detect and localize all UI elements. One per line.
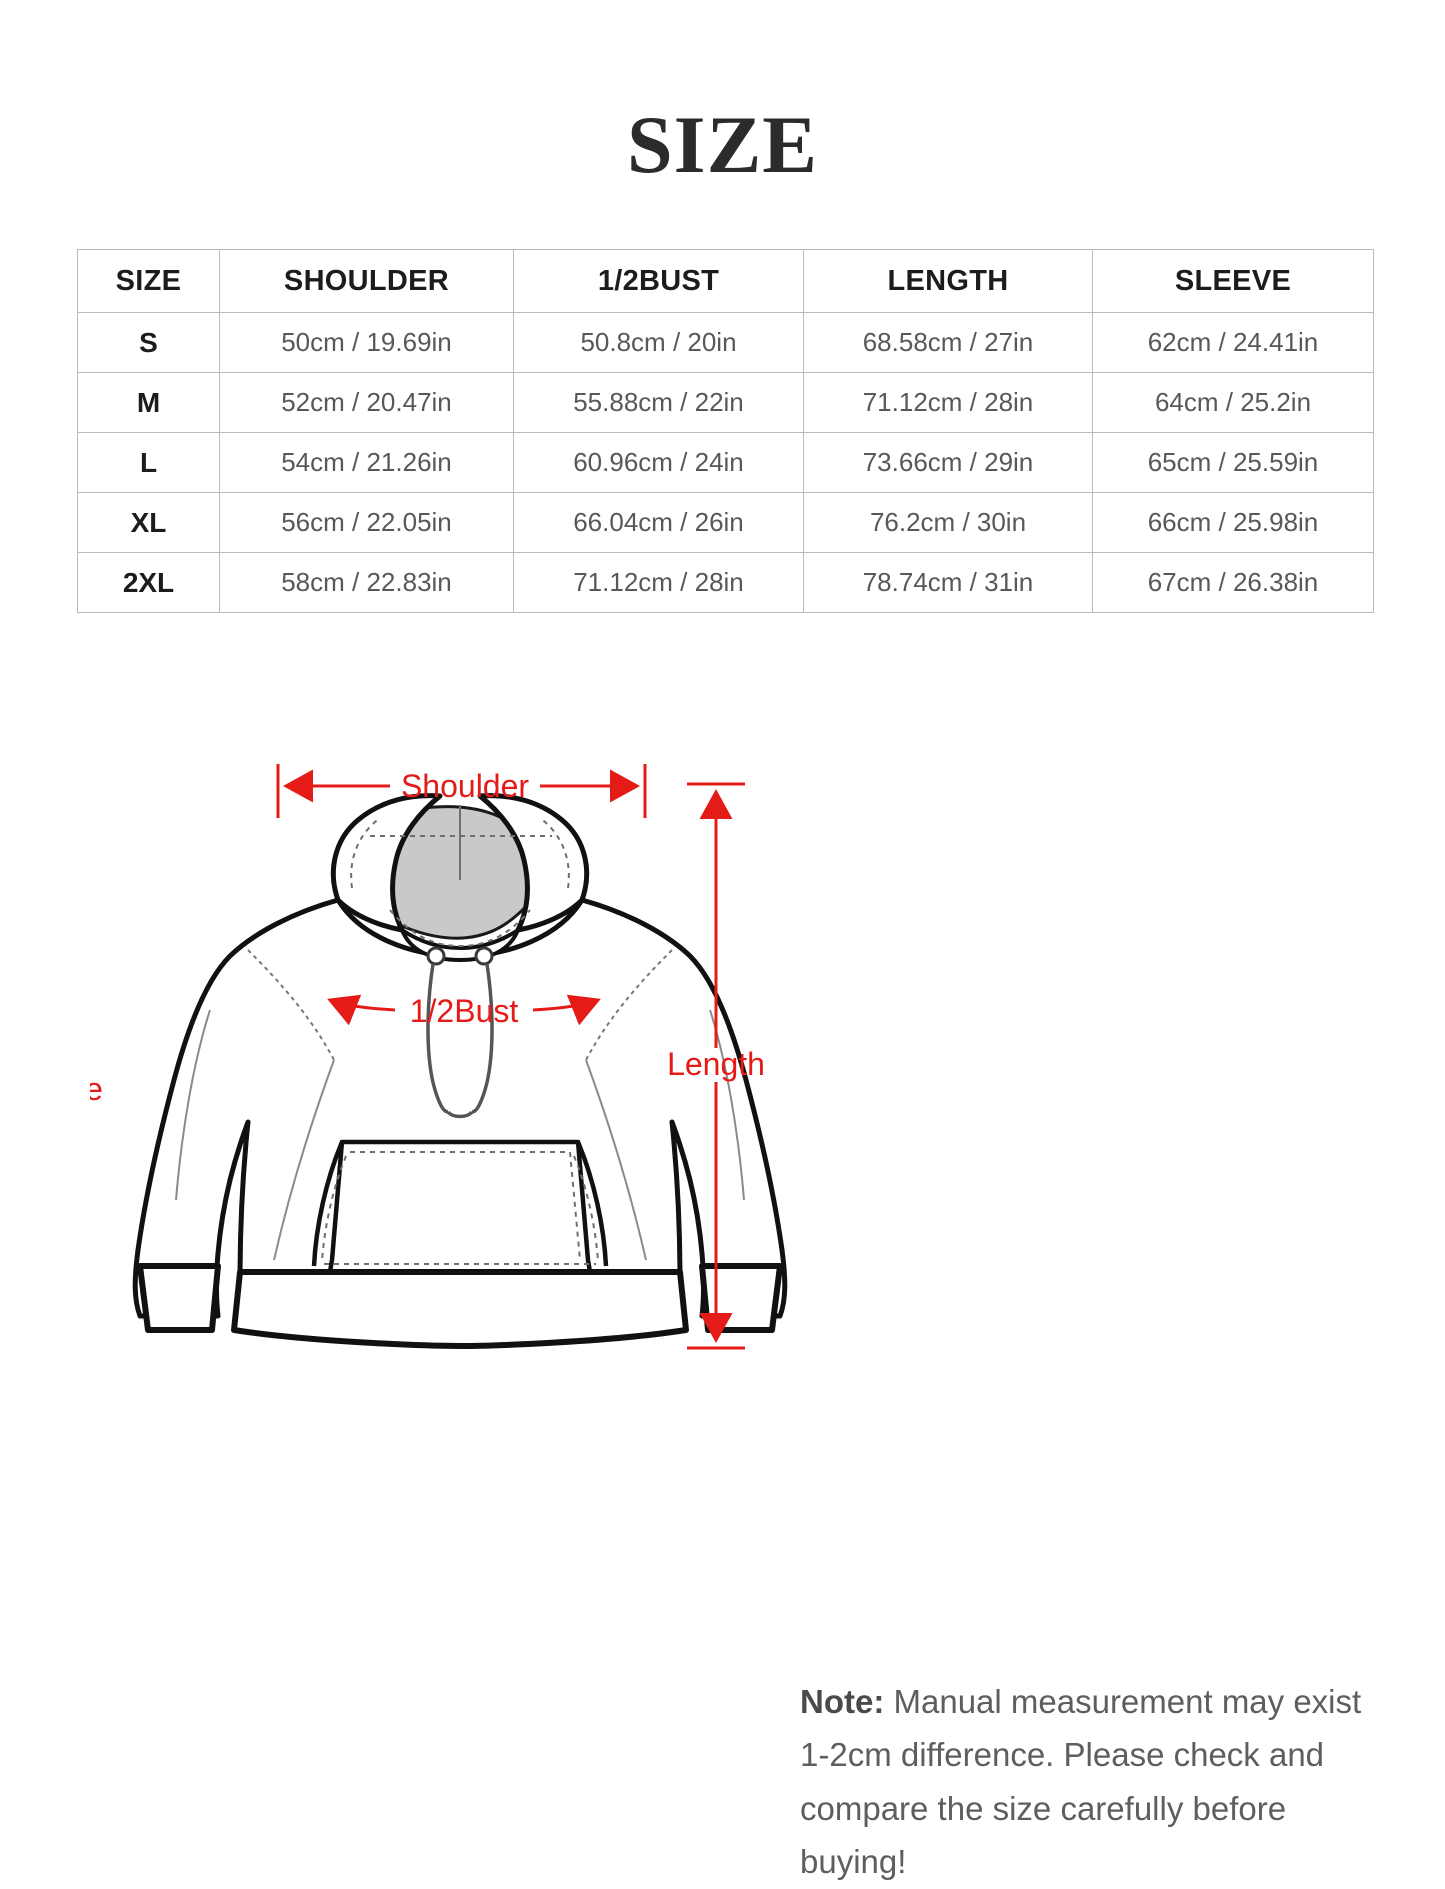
hoodie-illustration: Shoulder 1/2Bust Length Sleeve <box>90 764 788 1350</box>
hood-stitch-right <box>539 817 570 889</box>
pocket-opening-right <box>575 1141 609 1267</box>
cell-sleeve: 67cm / 26.38in <box>1092 552 1374 613</box>
cell-bust: 50.8cm / 20in <box>513 312 804 373</box>
column-header-size: SIZE <box>77 249 220 313</box>
pocket-stitch <box>321 1151 581 1263</box>
pocket-opening-left <box>311 1141 345 1267</box>
note-block: Note: Manual measurement may exist 1-2cm… <box>800 1675 1370 1889</box>
drawstring-loop <box>446 1110 474 1119</box>
cell-size: XL <box>77 492 220 553</box>
cell-length: 78.74cm / 31in <box>803 552 1093 613</box>
annotations-group: Shoulder 1/2Bust Length Sleeve <box>90 764 765 1350</box>
cell-sleeve: 62cm / 24.41in <box>1092 312 1374 373</box>
cell-length: 68.58cm / 27in <box>803 312 1093 373</box>
cell-shoulder: 58cm / 22.83in <box>219 552 514 613</box>
measurement-diagram: Shoulder 1/2Bust Length Sleeve Note: Man… <box>0 700 1445 1880</box>
cell-bust: 71.12cm / 28in <box>513 552 804 613</box>
bust-arrow-right-seg <box>532 994 601 1026</box>
pocket-stitch-right <box>573 1155 599 1263</box>
eyelet-left-icon <box>426 946 446 966</box>
cell-length: 71.12cm / 28in <box>803 372 1093 433</box>
bust-label: 1/2Bust <box>410 993 519 1029</box>
armhole-crease-right <box>585 1059 647 1261</box>
column-header-length: LENGTH <box>803 249 1093 313</box>
page-title: SIZE <box>627 99 818 190</box>
hood-stitch-opening <box>389 909 531 948</box>
hood-left-panel <box>330 793 443 933</box>
table-row: L 54cm / 21.26in 60.96cm / 24in 73.66cm … <box>77 432 1374 493</box>
cell-bust: 66.04cm / 26in <box>513 492 804 553</box>
cell-sleeve: 66cm / 25.98in <box>1092 492 1374 553</box>
hood-stitch-left <box>350 817 381 889</box>
table-header-row: SIZE SHOULDER 1/2BUST LENGTH SLEEVE <box>77 249 1374 313</box>
cell-size: 2XL <box>77 552 220 613</box>
drawstring-left <box>426 963 449 1114</box>
cell-shoulder: 50cm / 19.69in <box>219 312 514 373</box>
kangaroo-pocket <box>327 1139 593 1275</box>
cell-shoulder: 52cm / 20.47in <box>219 372 514 433</box>
column-header-sleeve: SLEEVE <box>1092 249 1374 313</box>
length-label: Length <box>667 1046 765 1082</box>
cell-sleeve: 64cm / 25.2in <box>1092 372 1374 433</box>
cell-size: M <box>77 372 220 433</box>
note-label: Note: <box>800 1683 885 1720</box>
column-header-bust: 1/2BUST <box>513 249 804 313</box>
hoodie-body-group <box>132 793 788 1349</box>
hood-right-panel <box>477 793 590 933</box>
cell-shoulder: 56cm / 22.05in <box>219 492 514 553</box>
shoulder-label: Shoulder <box>401 768 529 804</box>
size-chart-table: SIZE SHOULDER 1/2BUST LENGTH SLEEVE S 50… <box>77 249 1374 613</box>
cell-size: L <box>77 432 220 493</box>
sleeve-label: Sleeve <box>90 1071 103 1107</box>
table-row: 2XL 58cm / 22.83in 71.12cm / 28in 78.74c… <box>77 552 1374 613</box>
eyelet-right-icon <box>474 946 494 966</box>
cuff-left <box>137 1263 221 1333</box>
table-row: S 50cm / 19.69in 50.8cm / 20in 68.58cm /… <box>77 312 1374 373</box>
bust-arrow-left-seg <box>327 994 396 1026</box>
table-row: XL 56cm / 22.05in 66.04cm / 26in 76.2cm … <box>77 492 1374 553</box>
cell-shoulder: 54cm / 21.26in <box>219 432 514 493</box>
cell-size: S <box>77 312 220 373</box>
drawstring-right <box>471 963 494 1114</box>
cell-bust: 60.96cm / 24in <box>513 432 804 493</box>
note-text: Manual measurement may exist 1-2cm diffe… <box>800 1683 1362 1881</box>
cell-length: 76.2cm / 30in <box>803 492 1093 553</box>
waistband-hem <box>231 1269 689 1349</box>
cuff-right <box>699 1263 783 1333</box>
table-row: M 52cm / 20.47in 55.88cm / 22in 71.12cm … <box>77 372 1374 433</box>
column-header-shoulder: SHOULDER <box>219 249 514 313</box>
cell-length: 73.66cm / 29in <box>803 432 1093 493</box>
cell-sleeve: 65cm / 25.59in <box>1092 432 1374 493</box>
armhole-crease-left <box>273 1059 335 1261</box>
cell-bust: 55.88cm / 22in <box>513 372 804 433</box>
sleeve-fold-left <box>175 1009 211 1201</box>
